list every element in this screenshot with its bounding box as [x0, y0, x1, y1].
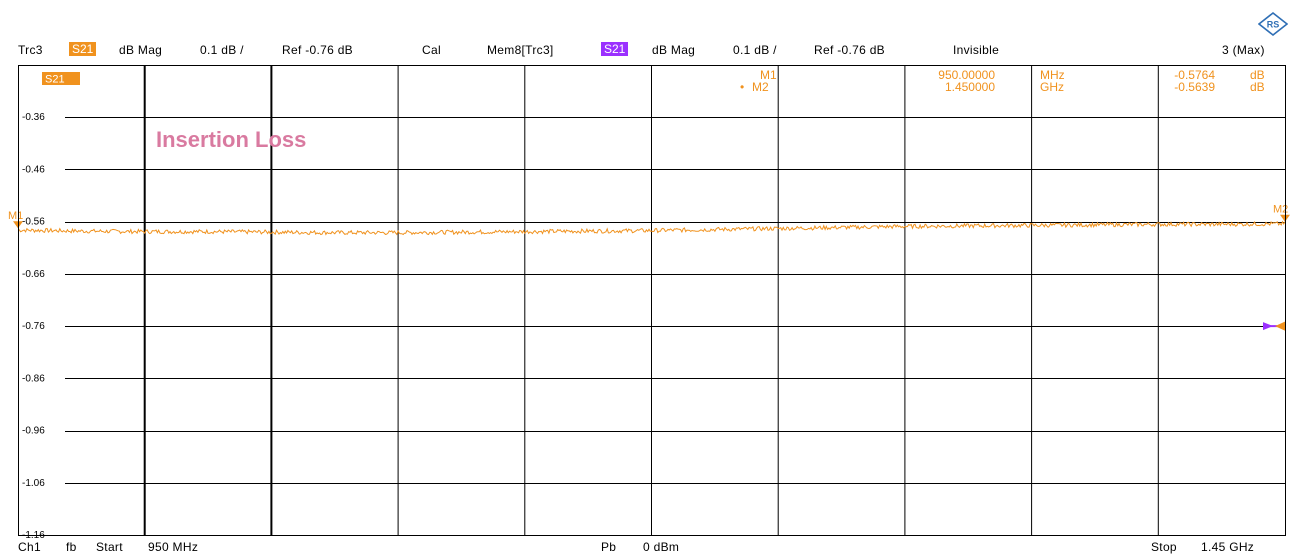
trace-scale[interactable]: 0.1 dB / [200, 43, 244, 57]
y-tick-label-bg [19, 267, 65, 278]
mem-format[interactable]: dB Mag [652, 43, 696, 57]
trace-ref[interactable]: Ref -0.76 dB [282, 43, 353, 57]
marker-2-stimulus: 1.450000 [945, 80, 995, 94]
y-tick-labels: -0.36 -0.46 -0.56 -0.66 -0.76 -0.86 -0.96 -1.06… [19, 111, 65, 541]
trace-tag-bg [42, 72, 80, 85]
footer-start-label[interactable]: Start [96, 540, 123, 554]
mem-param-badge[interactable]: S21 [601, 42, 629, 56]
trace-cal[interactable]: Cal [422, 43, 441, 57]
marker-m1-label: M1 [8, 210, 23, 222]
trace-tag: S21 [45, 74, 65, 86]
marker-2-name: M2 [752, 80, 769, 94]
marker-2-value-unit: dB [1250, 80, 1265, 94]
marker-table: M1 950.00000 MHz -0.5764 dB • M2 1.45000… [740, 68, 1265, 94]
marker-1-value: -0.5764 [1174, 68, 1215, 82]
marker-1-value-unit: dB [1250, 68, 1265, 82]
y-tick-label: -0.36 [22, 112, 45, 123]
mem-state[interactable]: Invisible [953, 43, 1000, 57]
mem-label[interactable]: Mem8[Trc3] [487, 43, 554, 57]
trace-label[interactable]: Trc3 [18, 43, 43, 57]
plot-frame [18, 65, 1286, 536]
mem-scale[interactable]: 0.1 dB / [733, 43, 777, 57]
y-tick-label-bg [19, 476, 65, 487]
marker-1-name: M1 [760, 68, 777, 82]
marker-2-unit: GHz [1040, 80, 1064, 94]
y-tick-label: -0.76 [22, 321, 45, 332]
y-tick-label: -1.06 [22, 478, 45, 489]
y-tick-label: -0.86 [22, 373, 45, 384]
ref-level-trace-arrow [1275, 321, 1286, 332]
y-tick-label: -0.96 [22, 426, 45, 437]
footer-power-value[interactable]: 0 dBm [643, 540, 680, 554]
channel-count: 3 (Max) [1222, 43, 1265, 57]
trace-layer [17, 220, 1286, 236]
footer-channel[interactable]: Ch1 [18, 540, 41, 554]
footer-stop-value[interactable]: 1.45 GHz [1201, 540, 1255, 554]
footer-stop-label[interactable]: Stop [1151, 540, 1177, 554]
y-tick-label-bg [19, 215, 65, 226]
footer-start-value[interactable]: 950 MHz [148, 540, 199, 554]
footer-power-label[interactable]: Pb [601, 540, 617, 554]
y-tick-label: -0.66 [22, 269, 45, 280]
y-tick-label-bg [19, 320, 65, 331]
y-tick-label-bg [19, 163, 65, 174]
y-tick-label-bg [19, 424, 65, 435]
footer-mode: fb [66, 540, 77, 554]
vendor-logo-icon: RS [1258, 12, 1288, 36]
marker-1-unit: MHz [1040, 68, 1065, 82]
y-tick-label-bg [19, 372, 65, 383]
y-tick-label-bg [19, 529, 65, 539]
trace-s21 [17, 220, 1286, 236]
svg-text:RS: RS [1267, 20, 1280, 30]
y-tick-label: -0.46 [22, 164, 45, 175]
trace-format[interactable]: dB Mag [119, 43, 163, 57]
marker-1-stimulus: 950.00000 [938, 68, 995, 82]
marker-m2-label: M2 [1273, 204, 1288, 216]
marker-2-value: -0.5639 [1174, 80, 1215, 94]
mem-ref[interactable]: Ref -0.76 dB [814, 43, 885, 57]
marker-2-prefix: • [740, 80, 744, 94]
y-tick-label-bg [19, 111, 65, 122]
trace-param-badge[interactable]: S21 [69, 42, 97, 56]
insertion-loss-annotation: Insertion Loss [156, 127, 306, 152]
y-tick-label: -0.56 [22, 217, 45, 228]
